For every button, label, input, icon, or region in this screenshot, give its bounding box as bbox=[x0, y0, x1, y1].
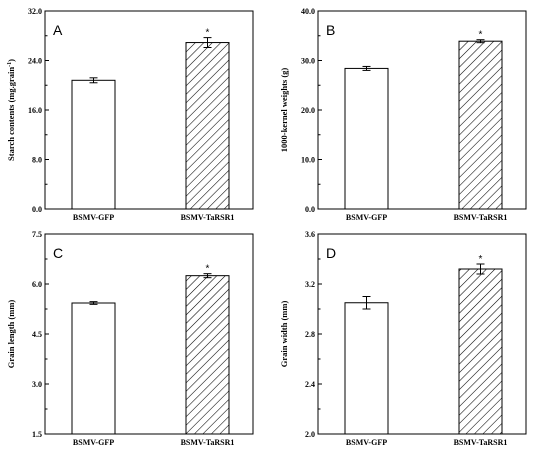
panel-letter: D bbox=[326, 245, 336, 261]
y-axis-label-end: ) bbox=[6, 59, 16, 62]
bar-bsmv-tarsr1 bbox=[458, 40, 503, 210]
y-axis-label: Grain length (mm) bbox=[6, 300, 16, 369]
y-tick-label: 24.0 bbox=[28, 57, 42, 66]
chart-panel-d: 2.0 2.4 2.8 3.2 3.6 Grain width (mm) D BSMV-GFP… bbox=[279, 230, 527, 447]
y-axis-label: 1000-kernel weights (g) bbox=[279, 68, 289, 153]
y-tick-label: 3.0 bbox=[32, 380, 42, 389]
y-tick-label: 2.8 bbox=[305, 330, 315, 339]
y-tick-label: 20.0 bbox=[301, 106, 315, 115]
panel-letter: B bbox=[326, 22, 335, 38]
y-tick-label: 3.2 bbox=[305, 280, 315, 289]
y-tick-label: 2.0 bbox=[305, 430, 315, 439]
bar-bsmv-gfp bbox=[344, 302, 389, 435]
y-tick-label: 0.0 bbox=[305, 205, 315, 214]
bar-bsmv-gfp bbox=[344, 67, 389, 210]
y-axis-label: Grain width (mm) bbox=[279, 301, 289, 368]
y-tick-label: 16.0 bbox=[28, 106, 42, 115]
y-axis-label-main: 1000-kernel weights (g) bbox=[279, 68, 289, 153]
y-axis-label: Starch contents (mg.grain-1) bbox=[6, 59, 16, 161]
x-category-label: BSMV-TaRSR1 bbox=[181, 213, 235, 222]
panel-letter: C bbox=[53, 245, 63, 261]
x-category-label: BSMV-GFP bbox=[73, 438, 114, 447]
significance-marker: * bbox=[206, 28, 210, 39]
panel-letter: A bbox=[53, 22, 63, 38]
chart-panel-b: 0.0 10.0 20.0 30.0 40.0 1000-kernel weights (… bbox=[279, 7, 527, 222]
y-axis-label-superscript: -1 bbox=[7, 62, 13, 67]
chart-panel-a: 0.0 8.0 16.0 24.0 32.0 Starch contents (mg.gr… bbox=[6, 7, 254, 222]
x-category-label: BSMV-TaRSR1 bbox=[181, 438, 235, 447]
y-axis-label-main: Grain length (mm) bbox=[6, 300, 16, 369]
y-tick-label: 0.0 bbox=[32, 205, 42, 214]
y-tick-label: 30.0 bbox=[301, 57, 315, 66]
y-tick-label: 10.0 bbox=[301, 156, 315, 165]
bar-bsmv-gfp bbox=[71, 302, 116, 435]
chart-panel-c: 1.5 3.0 4.5 6.0 7.5 Grain length (mm) C BSMV-GF… bbox=[6, 230, 254, 447]
y-tick-label: 32.0 bbox=[28, 7, 42, 16]
y-tick-label: 40.0 bbox=[301, 7, 315, 16]
y-tick-label: 4.5 bbox=[32, 330, 42, 339]
x-category-label: BSMV-GFP bbox=[346, 213, 387, 222]
significance-marker: * bbox=[206, 264, 210, 275]
x-category-label: BSMV-GFP bbox=[346, 438, 387, 447]
y-tick-label: 2.4 bbox=[305, 380, 315, 389]
y-axis-label-main: Starch contents (mg.grain bbox=[6, 67, 16, 161]
x-category-label: BSMV-TaRSR1 bbox=[454, 438, 508, 447]
bar-bsmv-tarsr1 bbox=[458, 268, 503, 435]
y-tick-label: 3.6 bbox=[305, 230, 315, 239]
x-category-label: BSMV-TaRSR1 bbox=[454, 213, 508, 222]
y-tick-label: 8.0 bbox=[32, 156, 42, 165]
y-tick-label: 1.5 bbox=[32, 430, 42, 439]
bar-bsmv-gfp bbox=[71, 79, 116, 210]
bar-bsmv-tarsr1 bbox=[185, 42, 230, 210]
bar-bsmv-tarsr1 bbox=[185, 275, 230, 435]
y-axis-label-main: Grain width (mm) bbox=[279, 301, 289, 368]
significance-marker: * bbox=[479, 254, 483, 265]
y-tick-label: 6.0 bbox=[32, 280, 42, 289]
significance-marker: * bbox=[479, 30, 483, 41]
y-tick-label: 7.5 bbox=[32, 230, 42, 239]
x-category-label: BSMV-GFP bbox=[73, 213, 114, 222]
